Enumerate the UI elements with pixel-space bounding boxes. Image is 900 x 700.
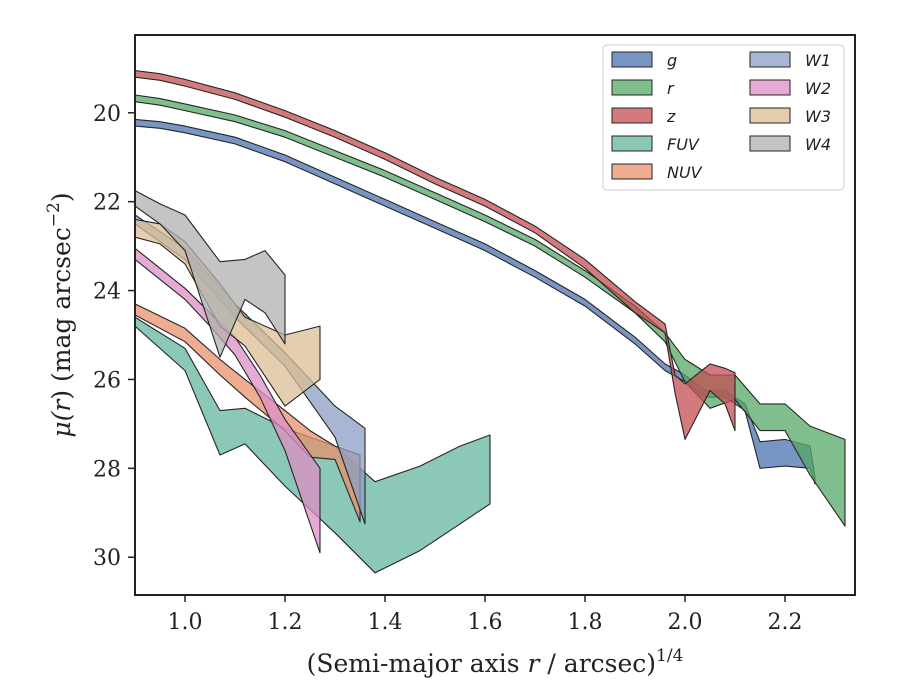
legend-label-w1: W1 bbox=[805, 51, 831, 70]
legend-label-w3: W3 bbox=[805, 107, 831, 126]
legend-label-z: z bbox=[666, 107, 676, 126]
y-tick-label: 20 bbox=[93, 102, 121, 127]
x-axis: 1.0 1.2 1.4 1.6 1.8 2.0 2.2 bbox=[168, 595, 803, 635]
legend-label-r: r bbox=[667, 79, 675, 98]
legend-label-w4: W4 bbox=[805, 135, 831, 154]
band-w4 bbox=[135, 190, 286, 358]
x-tick-label: 1.8 bbox=[568, 610, 603, 635]
y-tick-label: 26 bbox=[93, 368, 121, 393]
legend-swatch-w3 bbox=[749, 107, 791, 124]
legend-swatch-nuv bbox=[611, 163, 653, 180]
band-g bbox=[135, 118, 816, 485]
legend-swatch-fuv bbox=[611, 135, 653, 152]
band-z bbox=[135, 70, 736, 440]
x-tick-label: 2.0 bbox=[668, 610, 703, 635]
legend-label-fuv: FUV bbox=[667, 135, 700, 154]
plot-frame bbox=[134, 34, 856, 596]
x-tick-label: 1.0 bbox=[168, 610, 203, 635]
y-tick-label: 22 bbox=[93, 191, 121, 216]
band-nuv bbox=[135, 303, 361, 523]
x-tick-label: 1.2 bbox=[268, 610, 303, 635]
legend-swatch-g bbox=[611, 51, 653, 68]
legend: grz FUV NUV W1 W2 W3 W4 bbox=[602, 44, 845, 191]
legend-label-w2: W2 bbox=[805, 79, 831, 98]
x-axis-title: (Semi-major axis r / arcsec)1/4 bbox=[307, 646, 684, 678]
plot-bands bbox=[135, 70, 846, 574]
y-tick-label: 24 bbox=[93, 280, 121, 305]
x-tick-label: 2.2 bbox=[768, 610, 803, 635]
legend-label-g: g bbox=[667, 51, 677, 70]
y-axis: 20 22 24 26 28 30 bbox=[93, 102, 135, 571]
band-r bbox=[135, 94, 846, 527]
y-tick-label: 28 bbox=[93, 457, 121, 482]
legend-label-nuv: NUV bbox=[667, 163, 703, 182]
y-axis-title: μ(r) (mag arcsec−2) bbox=[44, 192, 76, 437]
x-tick-label: 1.6 bbox=[468, 610, 503, 635]
y-tick-label: 30 bbox=[93, 546, 121, 571]
legend-swatch-z bbox=[611, 107, 653, 124]
legend-swatch-w1 bbox=[749, 51, 791, 68]
x-tick-label: 1.4 bbox=[368, 610, 403, 635]
legend-swatch-w4 bbox=[749, 135, 791, 152]
legend-swatch-r bbox=[611, 79, 653, 96]
legend-swatch-w2 bbox=[749, 79, 791, 96]
